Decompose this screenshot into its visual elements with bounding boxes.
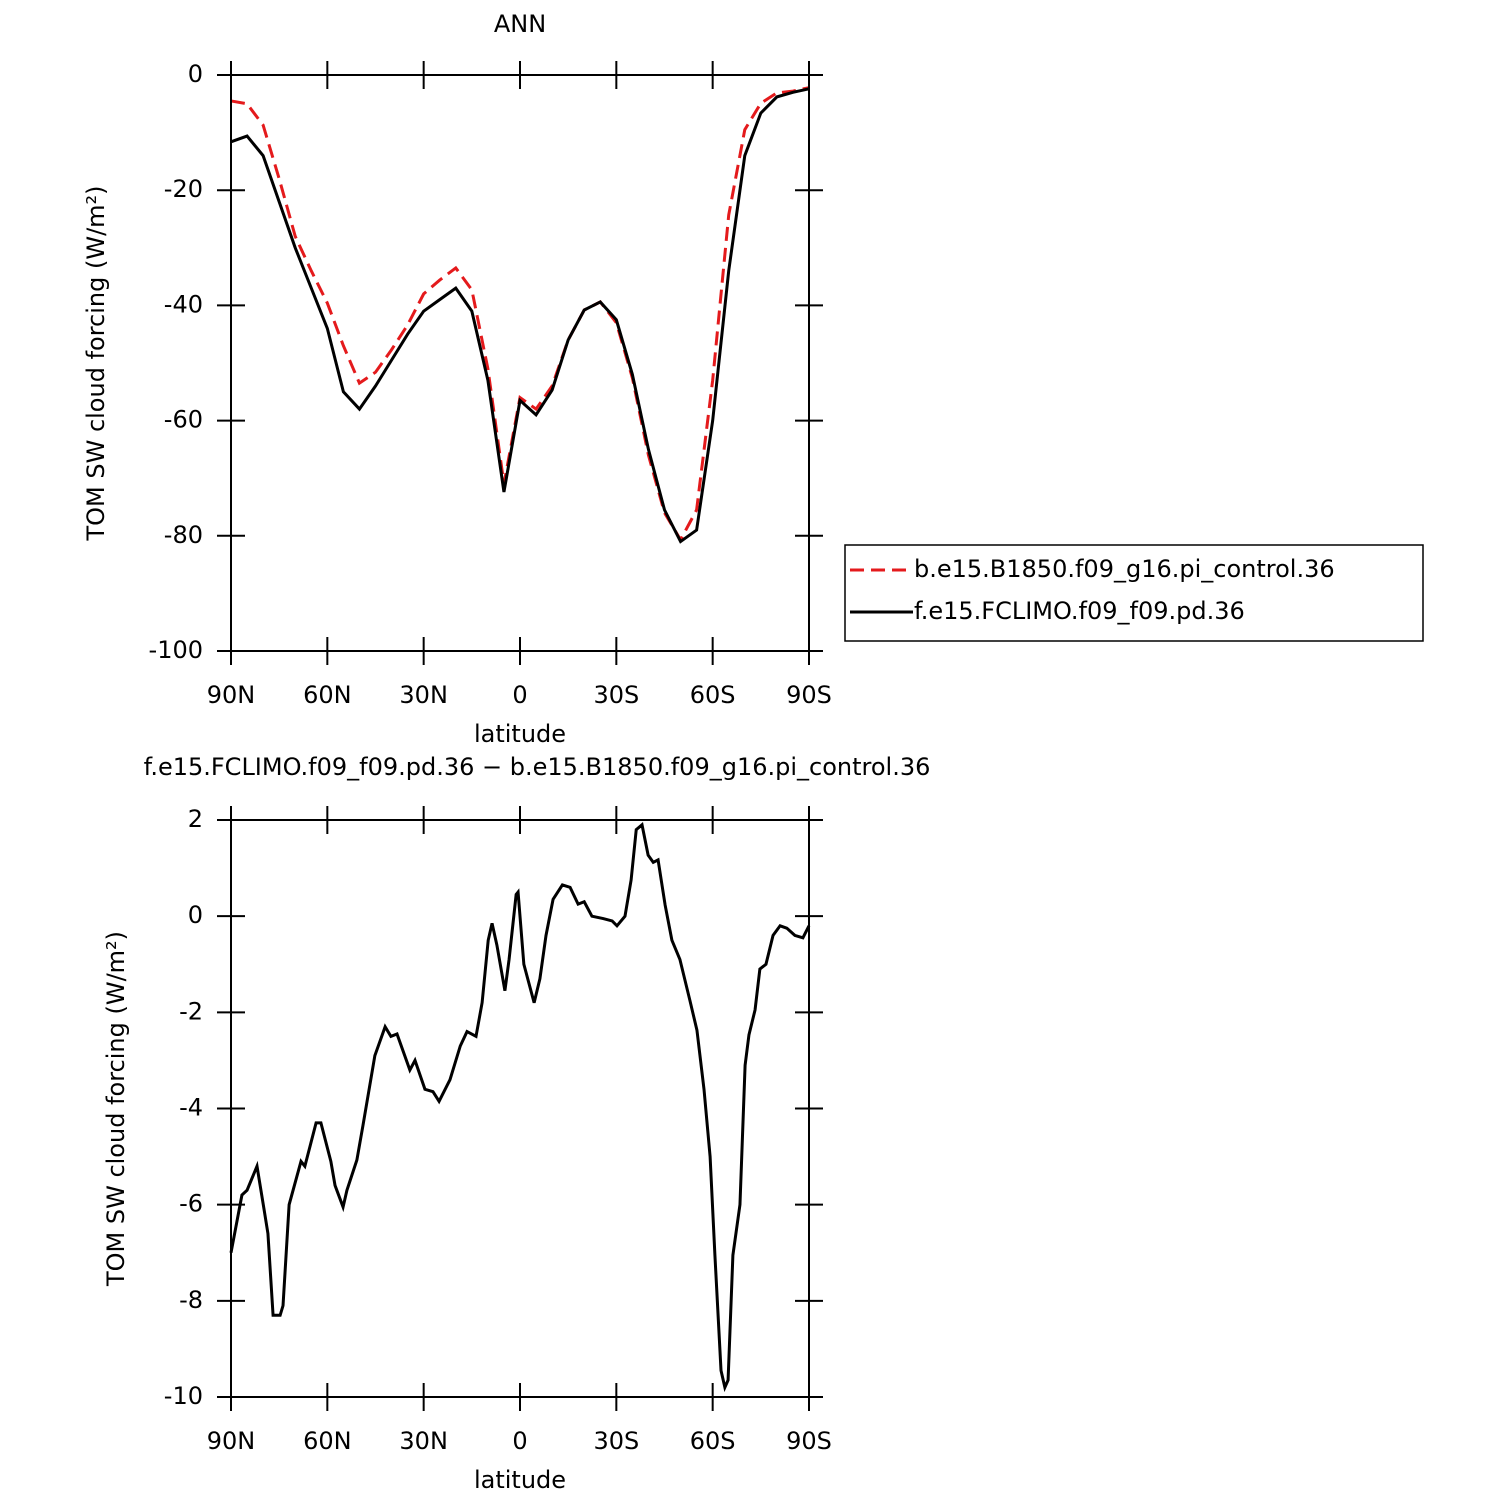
y-axis-label: TOM SW cloud forcing (W/m²)	[82, 185, 110, 541]
y-tick-label: 2	[188, 805, 203, 833]
y-tick-label: -4	[179, 1094, 203, 1122]
y-tick-label: -40	[164, 290, 203, 318]
chart-title: f.e15.FCLIMO.f09_f09.pd.36 − b.e15.B1850…	[144, 753, 931, 781]
x-tick-label: 60S	[690, 681, 736, 709]
data-line	[229, 822, 811, 1393]
y-tick-label: -80	[164, 521, 203, 549]
x-tick-label: 90N	[207, 1427, 256, 1455]
y-axis-label: TOM SW cloud forcing (W/m²)	[102, 931, 130, 1287]
x-tick-label: 30S	[593, 1427, 639, 1455]
x-tick-label: 90N	[207, 681, 256, 709]
y-tick-label: -2	[179, 997, 203, 1025]
x-tick-label: 60N	[303, 681, 352, 709]
y-tick-label: -6	[179, 1190, 203, 1218]
x-tick-label: 30N	[399, 1427, 448, 1455]
y-tick-label: -100	[149, 636, 203, 664]
x-tick-label: 90S	[786, 1427, 832, 1455]
y-tick-label: -20	[164, 175, 203, 203]
y-tick-label: -10	[164, 1382, 203, 1410]
y-tick-label: -8	[179, 1286, 203, 1314]
x-tick-label: 0	[512, 681, 527, 709]
legend-label: f.e15.FCLIMO.f09_f09.pd.36	[914, 597, 1245, 625]
y-tick-label: 0	[188, 901, 203, 929]
x-tick-label: 30S	[593, 681, 639, 709]
x-axis-label: latitude	[474, 720, 566, 748]
y-tick-label: -60	[164, 406, 203, 434]
chart-title: ANN	[494, 10, 546, 38]
data-line	[230, 87, 810, 544]
x-tick-label: 30N	[399, 681, 448, 709]
plot-frame	[230, 74, 810, 652]
legend-label: b.e15.B1850.f09_g16.pi_control.36	[914, 555, 1335, 583]
x-tick-label: 0	[512, 1427, 527, 1455]
x-tick-label: 60N	[303, 1427, 352, 1455]
x-tick-label: 90S	[786, 681, 832, 709]
y-tick-label: 0	[188, 60, 203, 88]
x-tick-label: 60S	[690, 1427, 736, 1455]
legend-box	[844, 544, 1424, 642]
plot-frame	[230, 819, 810, 1398]
data-line	[230, 86, 810, 543]
x-axis-label: latitude	[474, 1466, 566, 1494]
